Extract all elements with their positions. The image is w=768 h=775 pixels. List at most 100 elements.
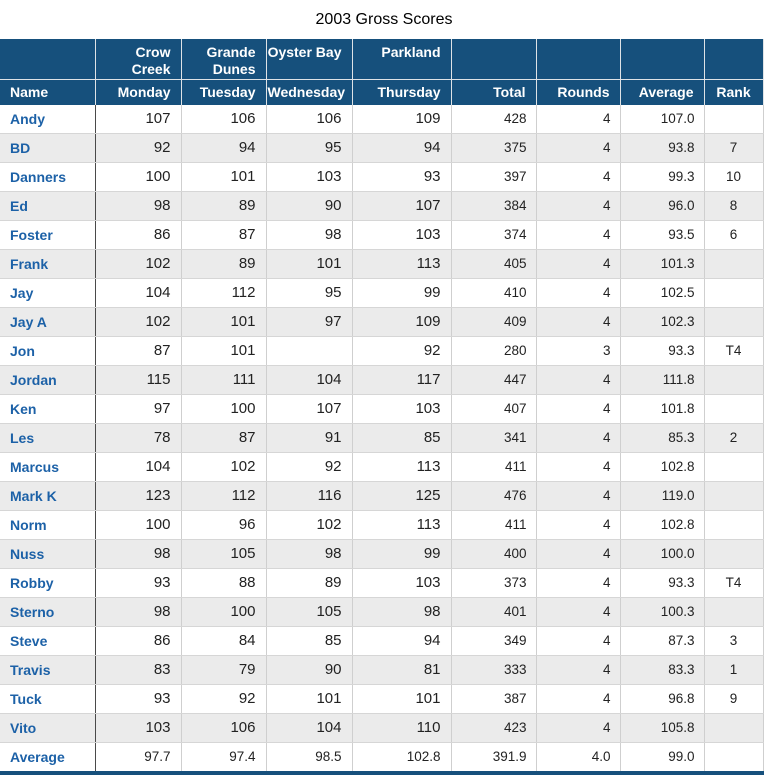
rounds-cell: 4 (536, 423, 621, 453)
player-name[interactable]: Jordan (0, 365, 96, 395)
rank-cell (704, 365, 764, 395)
rank-cell (704, 104, 764, 134)
rounds-cell: 4.0 (536, 742, 621, 773)
column-header-rank: Rank (704, 79, 764, 105)
average-row: Average 97.7 97.4 98.5 102.8 391.9 4.0 99.0 (0, 742, 764, 773)
player-name[interactable]: Robby (0, 568, 96, 598)
player-name[interactable]: Nuss (0, 539, 96, 569)
player-name[interactable]: Ken (0, 394, 96, 424)
empty-header-cell (704, 39, 764, 80)
empty-header-cell (451, 39, 537, 80)
rank-cell (704, 510, 764, 540)
monday-score-cell: 86 (95, 220, 182, 250)
player-name[interactable]: Sterno (0, 597, 96, 627)
average-cell: 96.0 (620, 191, 705, 221)
player-name[interactable]: Frank (0, 249, 96, 279)
rounds-cell: 4 (536, 249, 621, 279)
player-name[interactable]: Les (0, 423, 96, 453)
total-cell: 341 (451, 423, 537, 453)
player-name[interactable]: Jon (0, 336, 96, 366)
rounds-cell: 4 (536, 481, 621, 511)
wednesday-score-cell: 92 (266, 452, 353, 482)
thursday-score-cell: 93 (352, 162, 452, 192)
wednesday-score-cell: 98 (266, 220, 353, 250)
rounds-cell: 4 (536, 365, 621, 395)
average-cell: 100.3 (620, 597, 705, 627)
wednesday-score-cell: 91 (266, 423, 353, 453)
table-row: Foster 86 87 98 103 374 4 93.5 6 (0, 220, 764, 250)
player-name[interactable]: Andy (0, 104, 96, 134)
thursday-score-cell: 117 (352, 365, 452, 395)
player-name[interactable]: Vito (0, 713, 96, 743)
tuesday-score-cell: 100 (181, 597, 267, 627)
tuesday-score-cell: 106 (181, 713, 267, 743)
average-cell: 102.3 (620, 307, 705, 337)
empty-header-cell (620, 39, 705, 80)
player-name[interactable]: Tuck (0, 684, 96, 714)
average-cell: 93.5 (620, 220, 705, 250)
tuesday-score-cell: 94 (181, 133, 267, 163)
total-cell: 349 (451, 626, 537, 656)
thursday-score-cell: 85 (352, 423, 452, 453)
monday-score-cell: 78 (95, 423, 182, 453)
thursday-score-cell: 125 (352, 481, 452, 511)
wednesday-score-cell: 106 (266, 104, 353, 134)
player-name[interactable]: Marcus (0, 452, 96, 482)
monday-score-cell: 93 (95, 568, 182, 598)
monday-score-cell: 98 (95, 597, 182, 627)
total-cell: 405 (451, 249, 537, 279)
rank-cell: 3 (704, 626, 764, 656)
rank-cell (704, 539, 764, 569)
thursday-score-cell: 94 (352, 133, 452, 163)
player-name[interactable]: Danners (0, 162, 96, 192)
wednesday-score-cell: 90 (266, 191, 353, 221)
wednesday-score-cell: 104 (266, 713, 353, 743)
rounds-cell: 4 (536, 278, 621, 308)
course-header-row: Crow Creek Grande Dunes Oyster Bay Parkland (0, 39, 764, 80)
rounds-cell: 4 (536, 597, 621, 627)
thursday-score-cell: 94 (352, 626, 452, 656)
table-row: Jordan 115 111 104 117 447 4 111.8 (0, 365, 764, 395)
rank-cell: T4 (704, 336, 764, 366)
thursday-score-cell: 81 (352, 655, 452, 685)
tuesday-score-cell: 79 (181, 655, 267, 685)
total-cell: 447 (451, 365, 537, 395)
column-header-wednesday: Wednesday (266, 79, 353, 105)
player-name[interactable]: Jay A (0, 307, 96, 337)
table-row: Andy 107 106 106 109 428 4 107.0 (0, 104, 764, 134)
table-row: Marcus 104 102 92 113 411 4 102.8 (0, 452, 764, 482)
column-header-average: Average (620, 79, 705, 105)
rounds-cell: 4 (536, 104, 621, 134)
monday-score-cell: 98 (95, 191, 182, 221)
rounds-cell: 4 (536, 684, 621, 714)
monday-score-cell: 100 (95, 162, 182, 192)
monday-score-cell: 100 (95, 510, 182, 540)
player-name[interactable]: Mark K (0, 481, 96, 511)
player-name[interactable]: Norm (0, 510, 96, 540)
table-row: Tuck 93 92 101 101 387 4 96.8 9 (0, 684, 764, 714)
total-cell: 391.9 (451, 742, 537, 773)
rank-cell (704, 713, 764, 743)
thursday-score-cell: 113 (352, 249, 452, 279)
monday-score-cell: 97.7 (95, 742, 182, 773)
monday-score-cell: 104 (95, 452, 182, 482)
player-name[interactable]: BD (0, 133, 96, 163)
monday-score-cell: 98 (95, 539, 182, 569)
table-row: Ken 97 100 107 103 407 4 101.8 (0, 394, 764, 424)
player-name[interactable]: Steve (0, 626, 96, 656)
thursday-score-cell: 99 (352, 539, 452, 569)
average-cell: 102.8 (620, 510, 705, 540)
rank-cell: 10 (704, 162, 764, 192)
empty-header-cell (0, 39, 96, 80)
wednesday-score-cell: 95 (266, 133, 353, 163)
rank-cell (704, 597, 764, 627)
player-name[interactable]: Foster (0, 220, 96, 250)
player-name[interactable]: Jay (0, 278, 96, 308)
thursday-score-cell: 101 (352, 684, 452, 714)
player-name[interactable]: Travis (0, 655, 96, 685)
wednesday-score-cell: 98.5 (266, 742, 353, 773)
player-name[interactable]: Ed (0, 191, 96, 221)
table-row: Jon 87 101 92 280 3 93.3 T4 (0, 336, 764, 366)
average-cell: 99.3 (620, 162, 705, 192)
total-cell: 387 (451, 684, 537, 714)
